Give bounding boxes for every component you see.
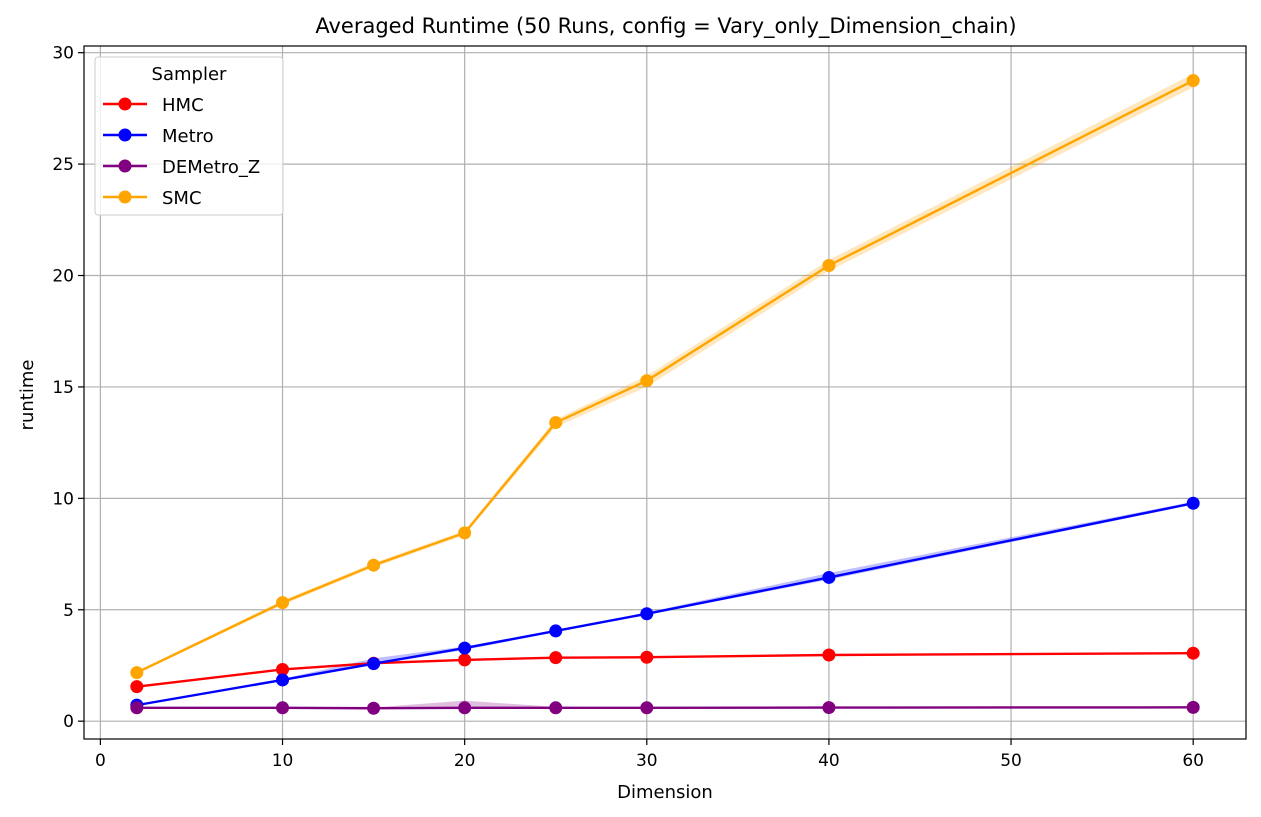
data-point xyxy=(822,258,836,272)
data-point xyxy=(276,662,290,676)
data-point xyxy=(276,673,290,687)
band-demetro-z xyxy=(136,700,1194,709)
y-tick-label: 20 xyxy=(52,267,74,287)
series-line-demetro-z xyxy=(136,706,1194,710)
data-point xyxy=(640,607,654,621)
legend-marker xyxy=(118,190,132,204)
legend-label: SMC xyxy=(162,188,202,209)
series-lines xyxy=(130,74,1200,715)
y-tick-label: 5 xyxy=(63,601,74,621)
data-point xyxy=(1186,700,1200,714)
data-point xyxy=(276,596,290,610)
confidence-bands xyxy=(136,73,1194,709)
data-point xyxy=(549,416,563,430)
plot-frame xyxy=(83,45,1247,740)
legend-title: Sampler xyxy=(152,64,227,85)
legend-marker xyxy=(118,159,132,173)
legend-label: Metro xyxy=(162,126,214,147)
band-metro xyxy=(136,501,1194,707)
data-point xyxy=(276,701,290,715)
data-point xyxy=(458,653,472,667)
y-tick-label: 10 xyxy=(52,489,74,509)
data-point xyxy=(640,374,654,388)
legend-label: HMC xyxy=(162,95,204,116)
data-point xyxy=(367,657,381,671)
series-line-metro xyxy=(136,502,1194,707)
data-point xyxy=(130,701,144,715)
data-point xyxy=(367,558,381,572)
axes: 0 10 20 30 40 50 60 0 5 10 15 20 25 30 xyxy=(52,44,1247,771)
x-tick-label: 60 xyxy=(1182,751,1204,771)
data-point xyxy=(1186,74,1200,88)
data-point xyxy=(549,701,563,715)
data-point xyxy=(1186,496,1200,510)
y-tick-label: 30 xyxy=(52,44,74,64)
y-tick-label: 15 xyxy=(52,378,74,398)
data-point xyxy=(640,701,654,715)
legend-box xyxy=(94,56,284,216)
data-point xyxy=(549,624,563,638)
x-tick-label: 30 xyxy=(636,751,658,771)
grid xyxy=(84,46,1246,739)
data-point xyxy=(367,701,381,715)
x-tick-label: 20 xyxy=(454,751,476,771)
data-point xyxy=(822,570,836,584)
legend-marker xyxy=(118,97,132,111)
x-tick-label: 10 xyxy=(272,751,294,771)
x-tick-label: 40 xyxy=(818,751,840,771)
y-tick-label: 0 xyxy=(63,712,74,732)
series-line-smc xyxy=(136,79,1194,674)
legend-label: DEMetro_Z xyxy=(162,157,260,178)
data-point xyxy=(130,666,144,680)
band-smc xyxy=(136,73,1194,674)
y-axis-label: runtime xyxy=(17,360,38,431)
data-point xyxy=(458,641,472,655)
series-line-hmc xyxy=(136,652,1194,688)
legend: Sampler HMC Metro DEMetro_Z SMC xyxy=(94,56,284,216)
x-tick-label: 50 xyxy=(1000,751,1022,771)
x-axis-label: Dimension xyxy=(617,782,713,803)
x-tick-label: 0 xyxy=(95,751,106,771)
legend-marker xyxy=(118,128,132,142)
data-point xyxy=(822,648,836,662)
data-point xyxy=(458,526,472,540)
data-point xyxy=(130,680,144,694)
data-point xyxy=(822,701,836,715)
chart-title: Averaged Runtime (50 Runs, config = Vary… xyxy=(315,14,1016,39)
data-point xyxy=(549,651,563,665)
y-tick-label: 25 xyxy=(52,155,74,175)
data-point xyxy=(458,701,472,715)
data-point xyxy=(1186,646,1200,660)
data-point xyxy=(640,650,654,664)
